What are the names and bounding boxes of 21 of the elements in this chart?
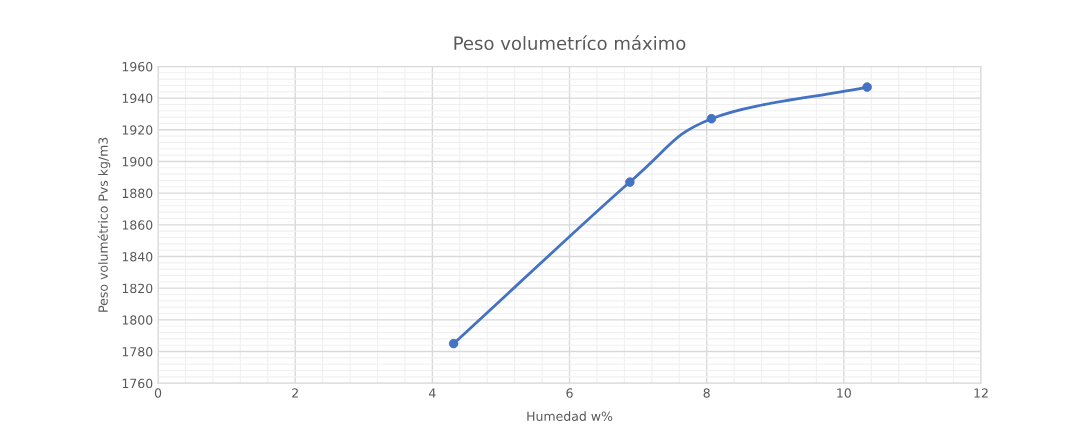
y-tick-label: 1920: [122, 125, 153, 135]
x-axis-title: Humedad w%: [527, 411, 613, 421]
x-tick-label: 8: [703, 388, 710, 398]
chart-title: Peso volumetríco máximo: [454, 35, 686, 51]
x-tick-label: 6: [566, 388, 573, 398]
x-tick-label: 0: [154, 388, 162, 398]
x-tick-label: 4: [429, 388, 436, 398]
y-tick-label: 1900: [122, 156, 153, 167]
x-tick-label: 2: [292, 388, 298, 398]
y-tick-label: 1800: [122, 315, 153, 325]
y-tick-label: 1940: [122, 93, 153, 104]
y-tick-label: 1820: [122, 283, 153, 294]
x-tick-label: 10: [837, 388, 851, 398]
y-tick-label: 1880: [122, 188, 153, 199]
y-tick-label: 1860: [122, 220, 153, 230]
x-tick-label: 12: [974, 388, 988, 398]
y-tick-label: 1760: [122, 378, 153, 389]
y-tick-label: 1840: [122, 251, 153, 262]
y-tick-label: 1960: [122, 61, 153, 72]
y-axis-title: Peso volumétrico Pvs kg/m3: [97, 137, 111, 312]
y-tick-label: 1780: [122, 346, 153, 357]
